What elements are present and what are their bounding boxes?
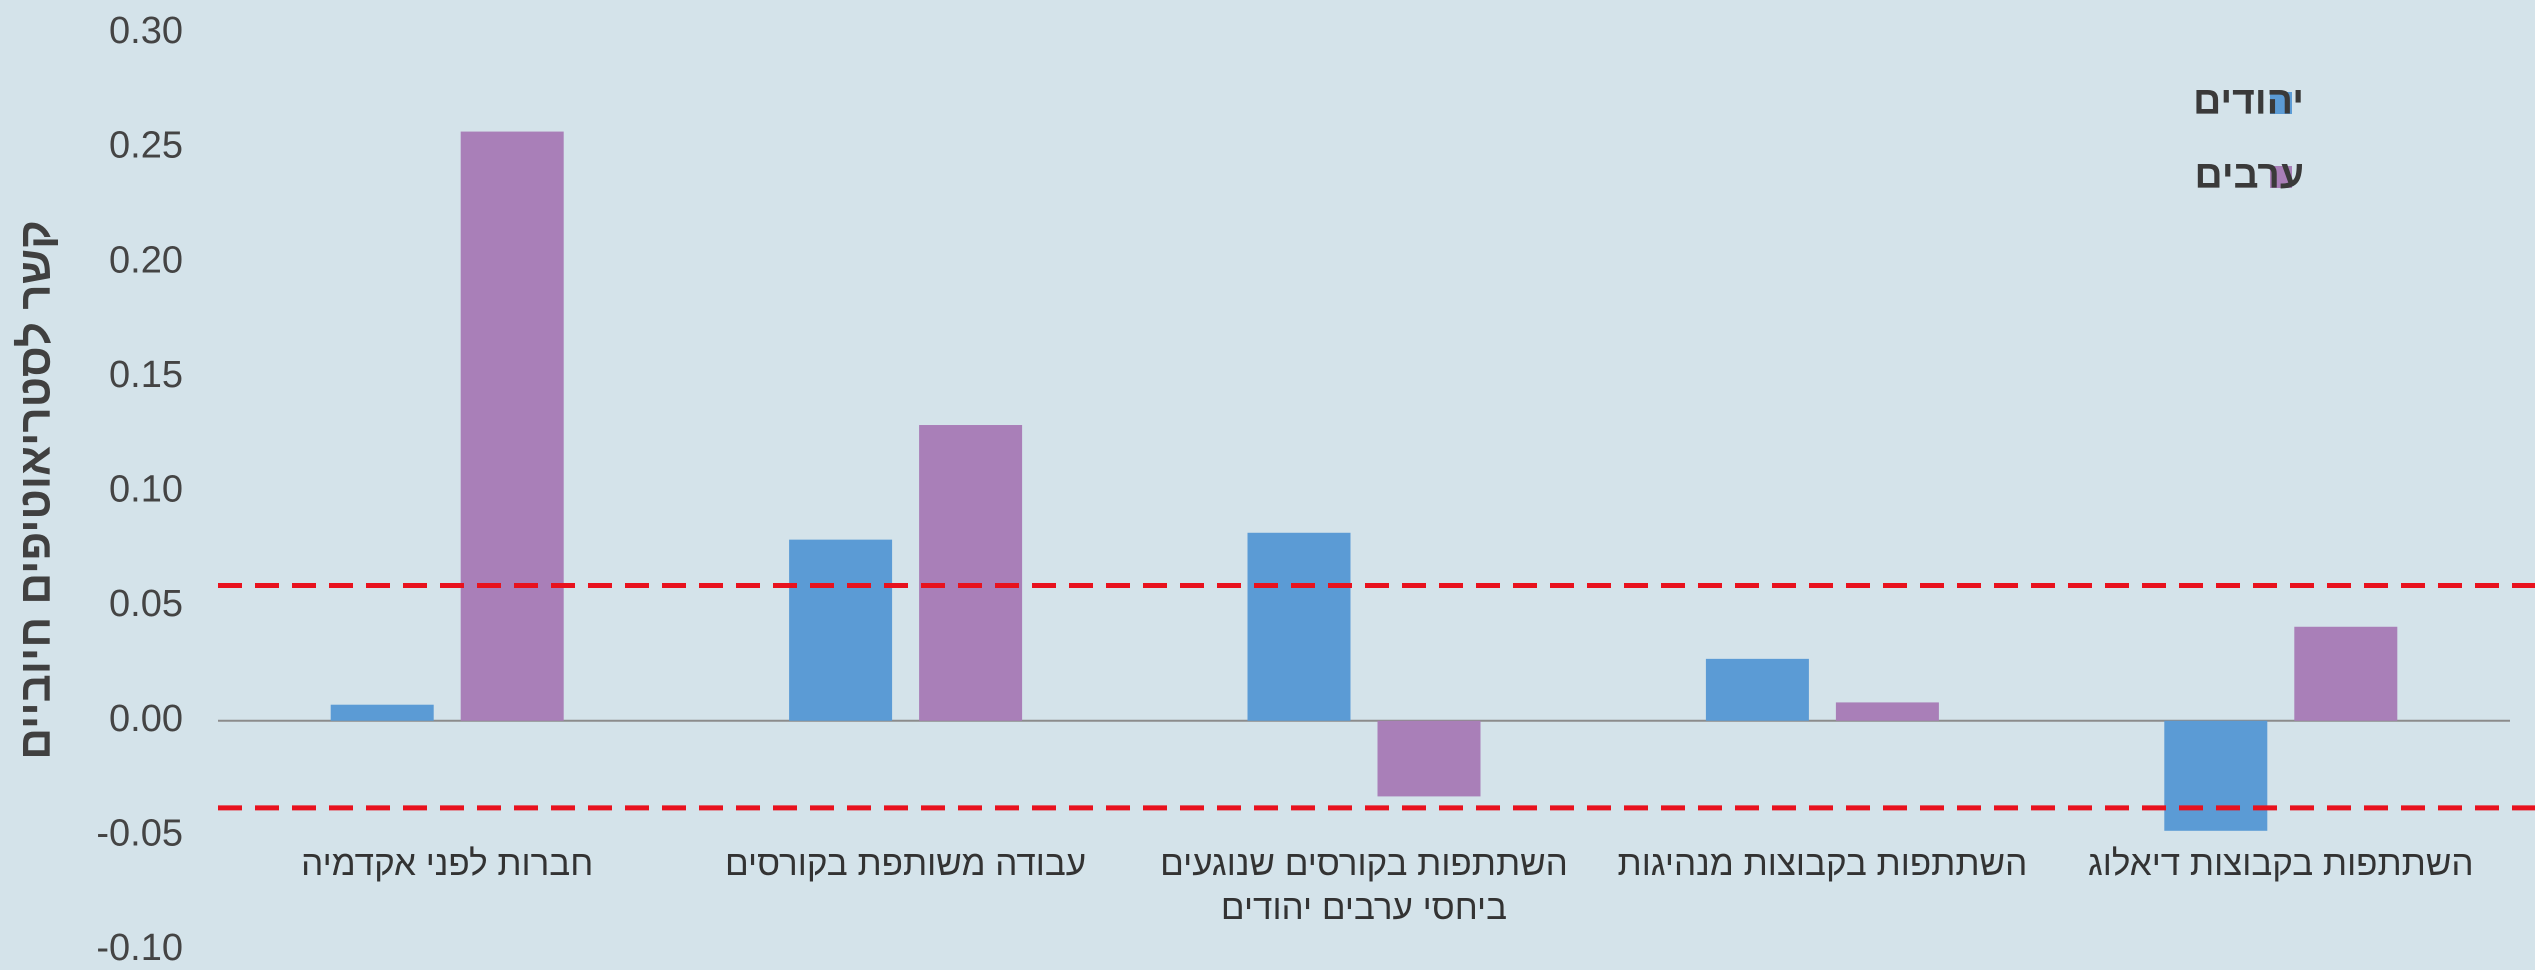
legend-swatch (2270, 92, 2292, 114)
x-tick-label: עבודה משותפת בקורסים (725, 844, 1086, 883)
legend-swatch (2270, 166, 2292, 188)
y-axis-label: קשר לסטריאוטיפים חיוביים (11, 220, 60, 760)
bar-jews (1247, 532, 1351, 721)
bar-arabs (1835, 702, 1939, 721)
y-tick-label: 0.10 (109, 469, 183, 511)
y-tick-label: -0.10 (96, 927, 183, 969)
x-tick-labels: השתתפות בקבוצות דיאלוג השתתפות בקבוצות מנ… (301, 844, 2474, 927)
bar-jews (1705, 658, 1809, 721)
y-tick-label: 0.15 (109, 354, 183, 396)
bar-arabs (460, 131, 564, 721)
x-tick-label: השתתפות בקבוצות מנהיגות (1618, 844, 2028, 883)
bar-arabs (919, 425, 1023, 721)
bars-layer (218, 131, 2510, 831)
bar-jews (330, 704, 434, 721)
bar-jews (2164, 720, 2268, 831)
bar-arabs (1377, 720, 1481, 797)
y-tick-label: 0.25 (109, 125, 183, 167)
legend-label: יהודים (2193, 79, 2304, 122)
y-tick-label: 0.05 (109, 583, 183, 625)
y-tick-label: 0.20 (109, 239, 183, 281)
bar-arabs (2294, 626, 2398, 721)
x-tick-label: השתתפות בקורסים שנוגעים ביחסי ערבים יהודי… (1160, 844, 1568, 927)
reference-lines-layer (218, 582, 2535, 811)
bar-jews (789, 539, 893, 721)
x-tick-label: השתתפות בקבוצות דיאלוג (2088, 844, 2474, 883)
x-tick-label: חברות לפני אקדמיה (301, 844, 593, 883)
y-tick-label: -0.05 (96, 812, 183, 854)
y-tick-labels: 0.30 0.25 0.20 0.15 0.10 0.05 0.00 -0.05 -0.10 (96, 10, 183, 969)
y-tick-label: 0.30 (109, 10, 183, 52)
y-tick-label: 0.00 (109, 698, 183, 740)
legend-label: ערבים (2195, 153, 2304, 196)
legend: יהודים ערבים (2193, 79, 2304, 196)
